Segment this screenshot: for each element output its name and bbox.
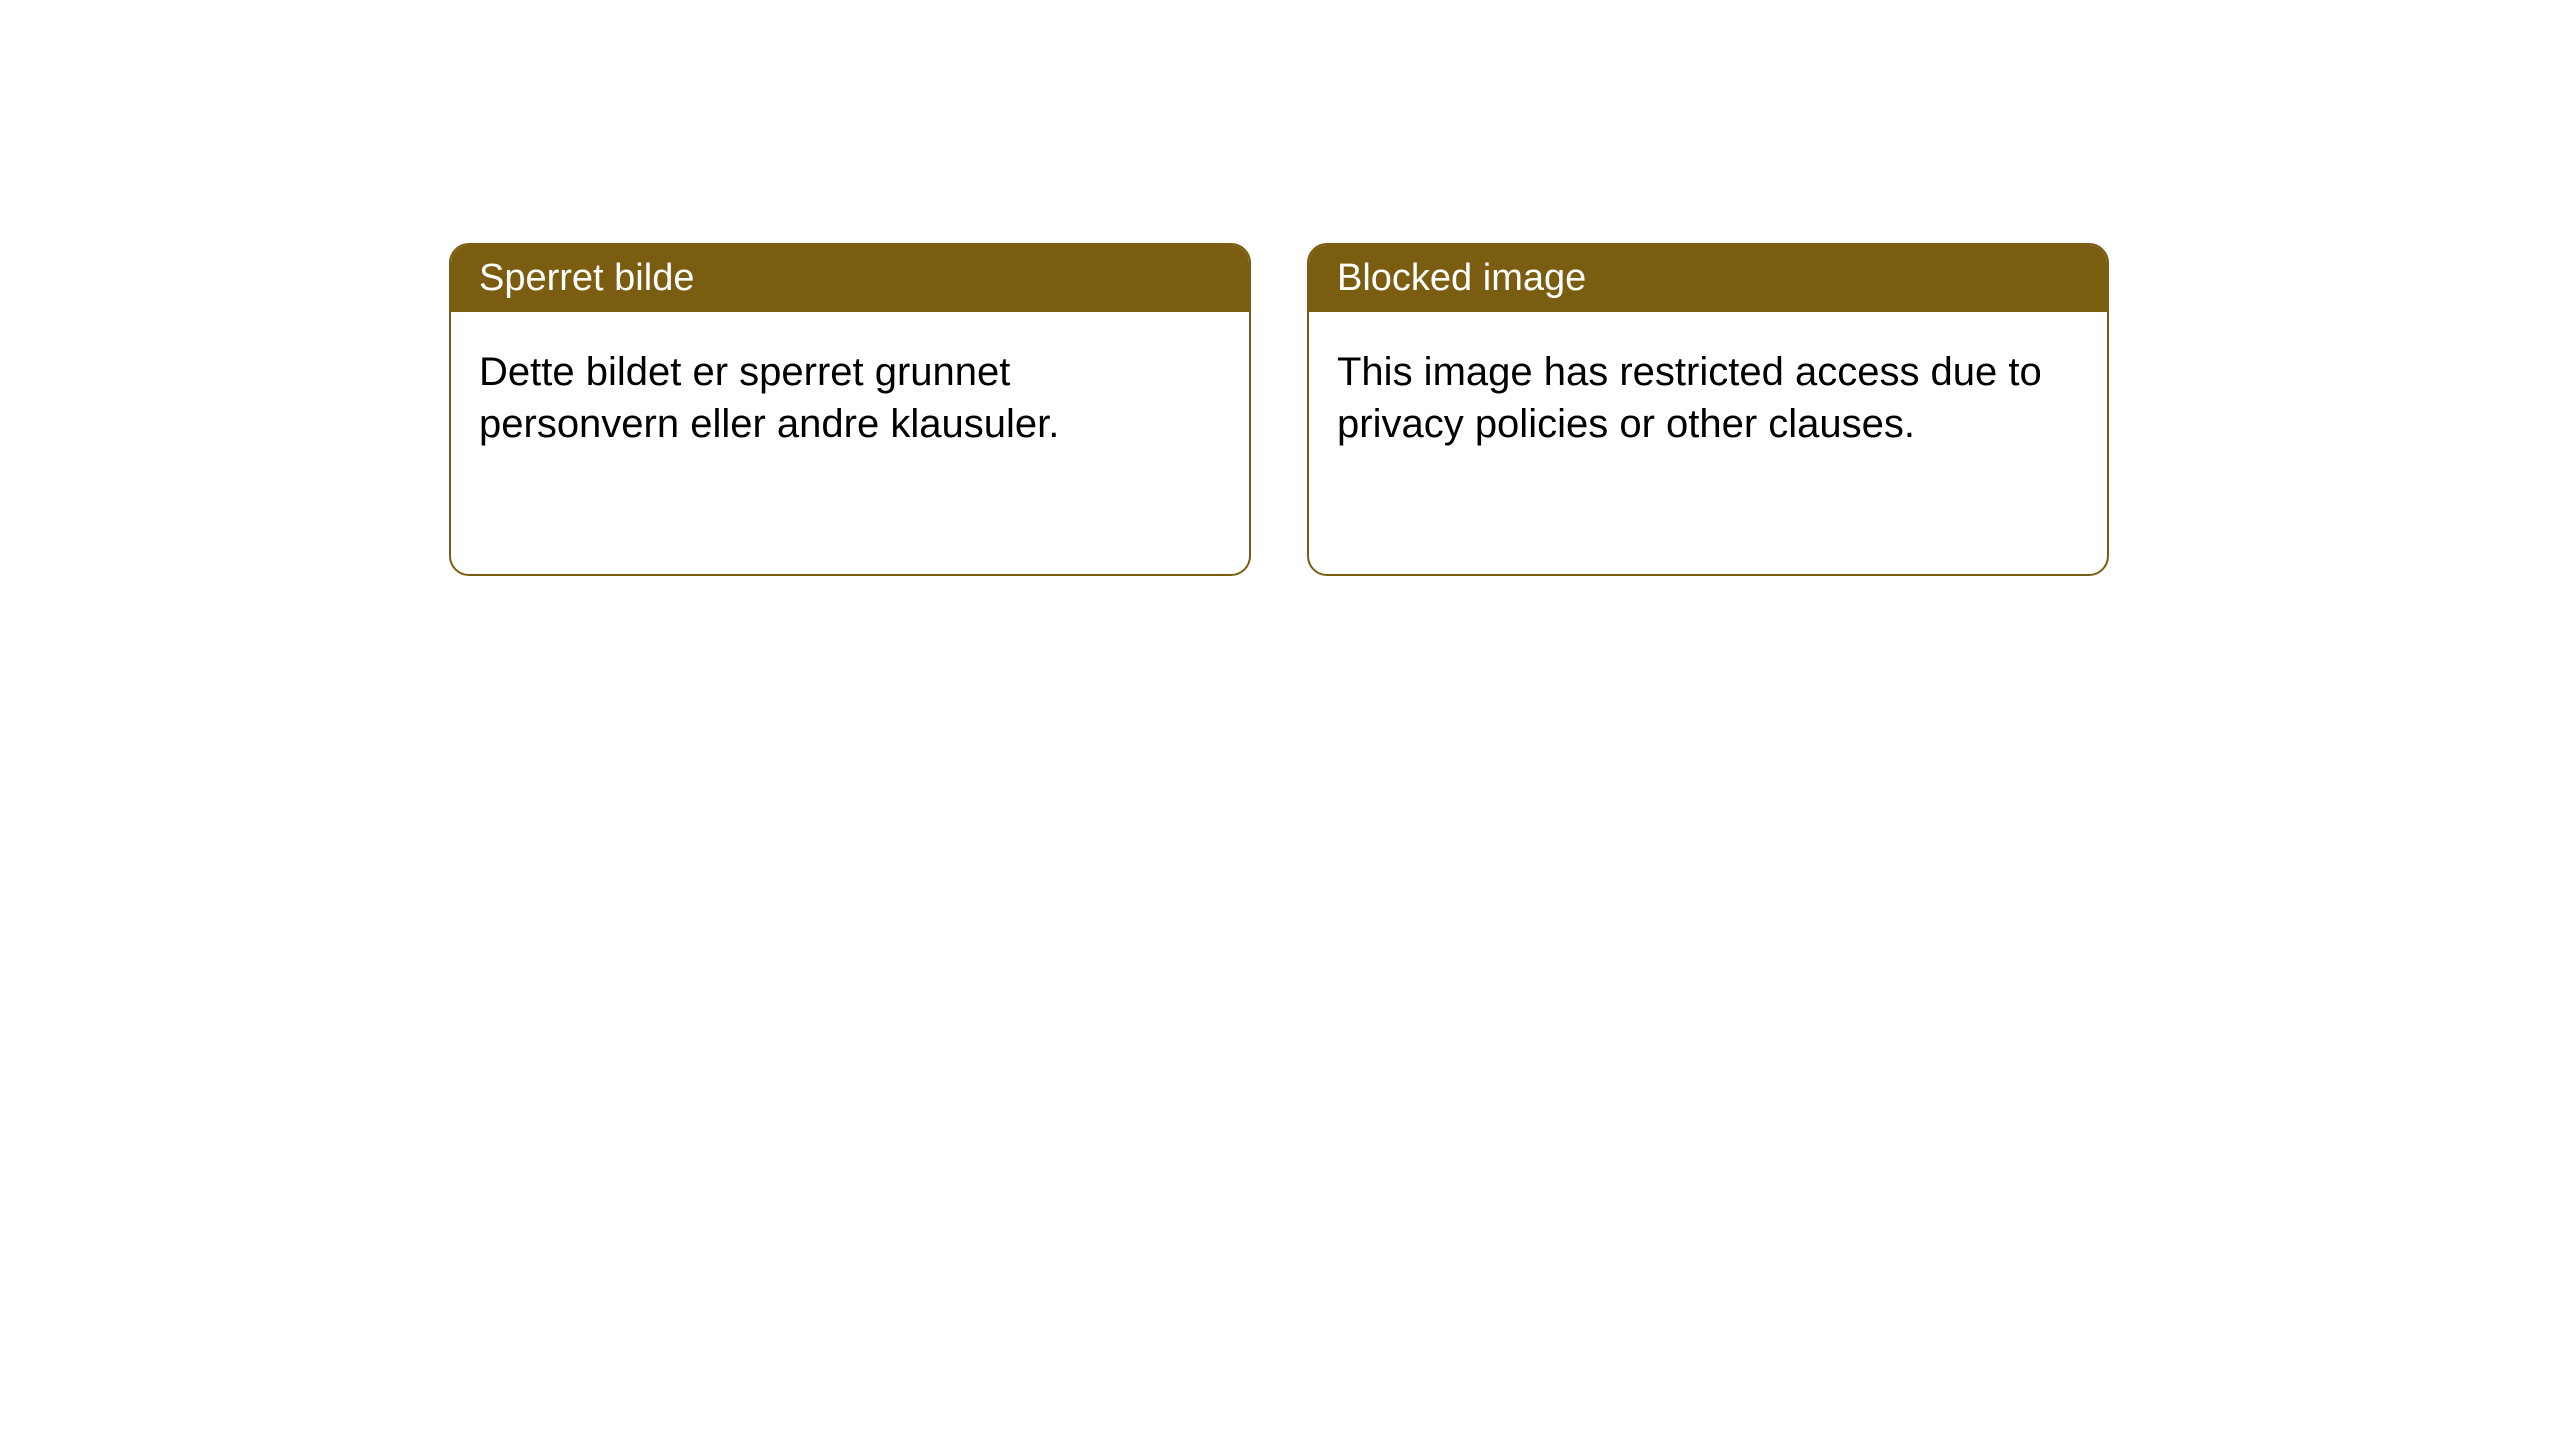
card-body-text: This image has restricted access due to … (1337, 350, 2042, 446)
notice-card-english: Blocked image This image has restricted … (1307, 243, 2109, 576)
notice-card-norwegian: Sperret bilde Dette bildet er sperret gr… (449, 243, 1251, 576)
card-header-english: Blocked image (1309, 245, 2107, 312)
card-body-norwegian: Dette bildet er sperret grunnet personve… (451, 312, 1249, 484)
card-body-text: Dette bildet er sperret grunnet personve… (479, 350, 1059, 446)
card-header-text: Sperret bilde (479, 257, 694, 299)
notice-cards-container: Sperret bilde Dette bildet er sperret gr… (449, 243, 2109, 576)
card-header-text: Blocked image (1337, 257, 1586, 299)
card-header-norwegian: Sperret bilde (451, 245, 1249, 312)
card-body-english: This image has restricted access due to … (1309, 312, 2107, 484)
